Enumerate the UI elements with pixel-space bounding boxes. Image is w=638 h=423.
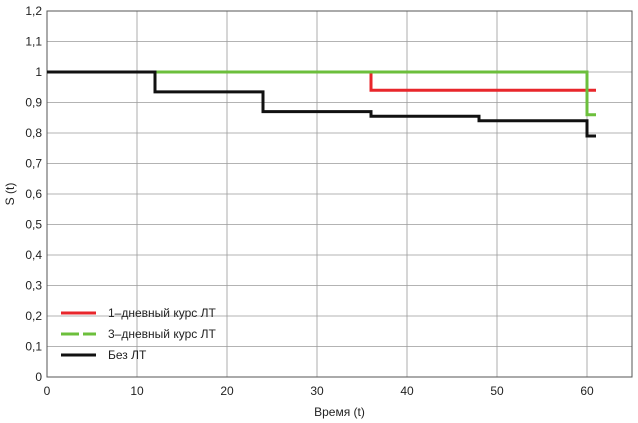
x-tick-label: 0 bbox=[44, 384, 51, 398]
legend: 1–дневный курс ЛТ 3–дневный курс ЛТ Без ЛТ bbox=[61, 306, 216, 362]
y-tick-label: 1 bbox=[35, 65, 42, 79]
x-tick-label: 30 bbox=[310, 384, 324, 398]
series-line-1 bbox=[47, 70, 596, 92]
series-line-2 bbox=[47, 70, 596, 117]
y-tick-label: 0,4 bbox=[25, 248, 42, 262]
y-tick-label: 0,6 bbox=[25, 187, 42, 201]
x-axis-label: Время (t) bbox=[314, 405, 365, 419]
x-tick-labels: 0 10 20 30 40 50 60 bbox=[44, 384, 594, 398]
legend-label-3: Без ЛТ bbox=[108, 348, 147, 362]
y-tick-label: 0,2 bbox=[25, 309, 42, 323]
grid-lines bbox=[46, 10, 632, 378]
y-tick-label: 0 bbox=[35, 370, 42, 384]
legend-label-1: 1–дневный курс ЛТ bbox=[108, 306, 216, 320]
y-axis-label: S (t) bbox=[3, 183, 17, 206]
y-tick-label: 0,5 bbox=[25, 218, 42, 232]
series-lines bbox=[47, 70, 596, 138]
y-tick-label: 0,9 bbox=[25, 96, 42, 110]
x-tick-label: 10 bbox=[130, 384, 144, 398]
y-tick-label: 0,3 bbox=[25, 279, 42, 293]
y-tick-label: 0,1 bbox=[25, 340, 42, 354]
legend-label-2: 3–дневный курс ЛТ bbox=[108, 327, 216, 341]
x-tick-label: 50 bbox=[490, 384, 504, 398]
x-tick-label: 20 bbox=[220, 384, 234, 398]
y-tick-labels: 0 0,1 0,2 0,3 0,4 0,5 0,6 0,7 0,8 0,9 1 1,1 1,2 bbox=[25, 4, 42, 384]
y-tick-label: 0,8 bbox=[25, 126, 42, 140]
y-tick-label: 1,1 bbox=[25, 35, 42, 49]
x-tick-label: 60 bbox=[580, 384, 594, 398]
y-tick-label: 0,7 bbox=[25, 157, 42, 171]
plot-area-frame bbox=[46, 10, 633, 378]
series-line-3 bbox=[47, 70, 596, 138]
x-tick-label: 40 bbox=[400, 384, 414, 398]
y-tick-label: 1,2 bbox=[25, 4, 42, 18]
